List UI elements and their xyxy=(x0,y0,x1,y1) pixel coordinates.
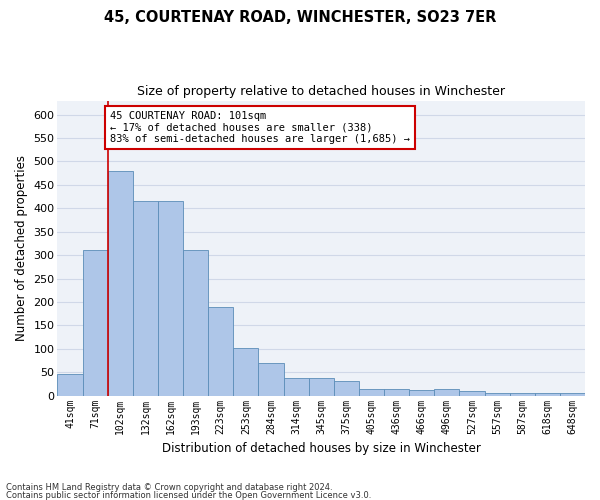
X-axis label: Distribution of detached houses by size in Winchester: Distribution of detached houses by size … xyxy=(162,442,481,455)
Bar xyxy=(384,388,409,396)
Text: 45, COURTENAY ROAD, WINCHESTER, SO23 7ER: 45, COURTENAY ROAD, WINCHESTER, SO23 7ER xyxy=(104,10,496,25)
Bar xyxy=(359,388,384,396)
Text: 45 COURTENAY ROAD: 101sqm
← 17% of detached houses are smaller (338)
83% of semi: 45 COURTENAY ROAD: 101sqm ← 17% of detac… xyxy=(110,111,410,144)
Bar xyxy=(509,394,535,396)
Bar xyxy=(158,202,183,396)
Bar xyxy=(83,250,108,396)
Bar xyxy=(233,348,259,396)
Bar xyxy=(58,374,83,396)
Bar xyxy=(284,378,308,396)
Bar xyxy=(259,363,284,396)
Bar xyxy=(535,394,560,396)
Title: Size of property relative to detached houses in Winchester: Size of property relative to detached ho… xyxy=(137,85,505,98)
Bar xyxy=(334,381,359,396)
Bar xyxy=(133,202,158,396)
Text: Contains HM Land Registry data © Crown copyright and database right 2024.: Contains HM Land Registry data © Crown c… xyxy=(6,484,332,492)
Bar xyxy=(108,171,133,396)
Text: Contains public sector information licensed under the Open Government Licence v3: Contains public sector information licen… xyxy=(6,490,371,500)
Bar xyxy=(308,378,334,396)
Bar xyxy=(560,394,585,396)
Bar xyxy=(409,390,434,396)
Bar xyxy=(434,388,460,396)
Y-axis label: Number of detached properties: Number of detached properties xyxy=(15,155,28,341)
Bar xyxy=(460,391,485,396)
Bar xyxy=(485,394,509,396)
Bar xyxy=(183,250,208,396)
Bar xyxy=(208,306,233,396)
